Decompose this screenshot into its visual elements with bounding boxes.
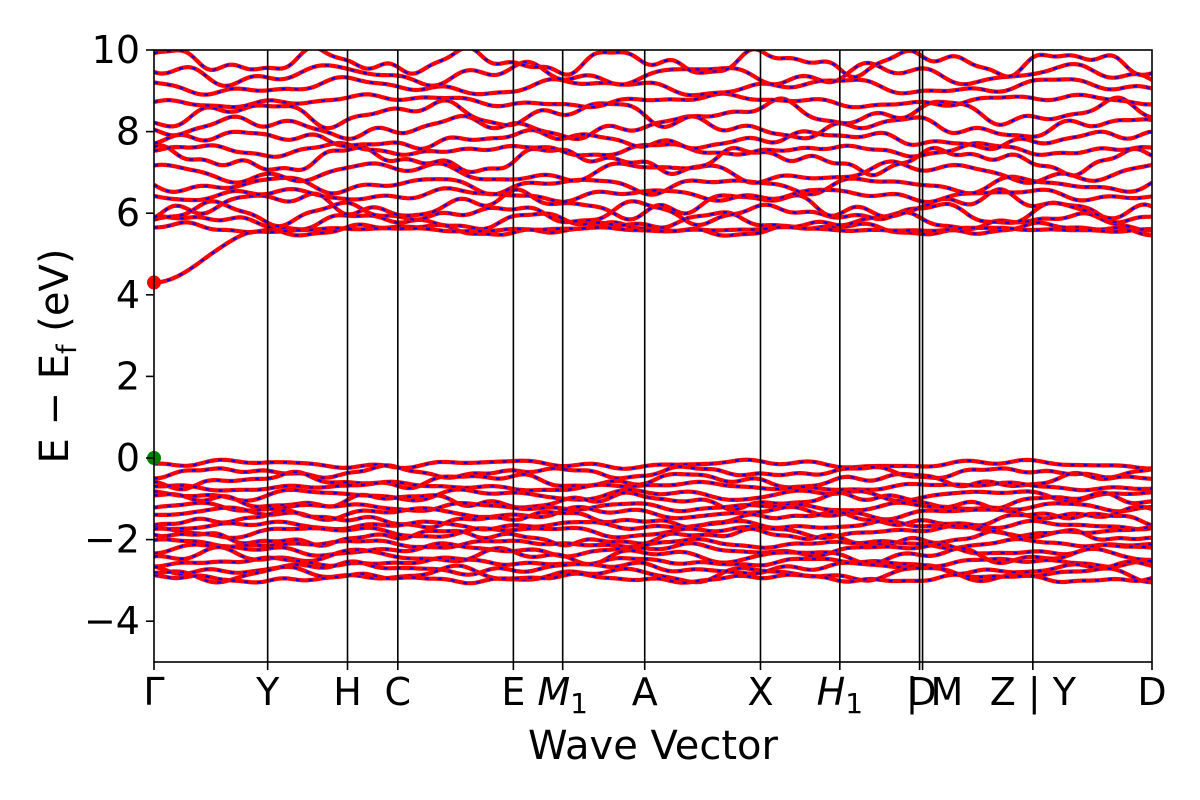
band-line-spin-up [154, 143, 1152, 178]
y-tick-label: 6 [116, 191, 140, 235]
x-tick-label-text: Y [255, 670, 280, 714]
x-tick-label: H [333, 670, 362, 714]
band-line-spin-down [154, 175, 1152, 196]
x-tick-label-text: H [817, 670, 846, 714]
x-tick-label-text: A [632, 670, 658, 714]
band-line-spin-down [154, 160, 1152, 184]
x-tick-label-text: H [333, 670, 362, 714]
x-tick-label: M1 [537, 670, 588, 720]
band-line-spin-down [154, 226, 1152, 284]
x-tick-label: Γ [143, 670, 164, 714]
x-tick-label-text: D [907, 670, 936, 714]
band-line-spin-down [154, 128, 1152, 151]
band-line-spin-down [154, 50, 1152, 79]
band-line-spin-down [154, 76, 1152, 97]
y-tick-label: 10 [92, 28, 140, 72]
band-lines [154, 50, 1152, 586]
x-tick-label: Z | Y [990, 670, 1077, 715]
band-line-spin-down [154, 470, 1152, 491]
band-line-spin-down [154, 509, 1152, 529]
x-tick-label-subscript: 1 [845, 687, 863, 720]
x-tick-label: X [747, 670, 773, 714]
x-tick-label: Y [255, 670, 280, 714]
x-tick-label: | M [906, 670, 964, 715]
x-tick-label: H1 [817, 670, 863, 720]
y-tick-label: 4 [116, 273, 140, 317]
x-tick-label: A [632, 670, 658, 714]
x-tick-label-text: Γ [143, 670, 164, 714]
x-tick-label: E [501, 670, 525, 714]
x-tick-label: D [907, 670, 936, 714]
x-tick-label: C [385, 670, 412, 714]
y-tick-label: −2 [84, 518, 140, 562]
band-line-spin-down [154, 114, 1152, 141]
x-tick-label-subscript: 1 [570, 687, 588, 720]
y-tick-label: −4 [84, 599, 140, 643]
band-line-spin-down [154, 211, 1152, 232]
y-axis-label-subscript: f [52, 343, 83, 354]
band-line-spin-up [154, 536, 1152, 551]
band-line-spin-up [154, 504, 1152, 522]
y-axis-label: E − Ef (eV) [32, 249, 83, 464]
y-axis: 10 8 6 4 2 0 −2 −4 [84, 28, 154, 643]
band-line-spin-up [154, 59, 1152, 89]
band-line-spin-down [154, 564, 1152, 584]
x-tick-label-text: D [1137, 670, 1166, 714]
band-line-spin-down [154, 480, 1152, 492]
x-tick-label-text: X [747, 670, 773, 714]
x-tick-label-text: M [537, 670, 570, 714]
band-line-spin-down [154, 560, 1152, 576]
high-symmetry-lines [266, 50, 1034, 662]
band-line-spin-down [154, 187, 1152, 204]
y-tick-label: 0 [116, 436, 140, 480]
y-axis-label-unit: (eV) [32, 249, 78, 345]
x-tick-label-text: Z | Y [990, 670, 1077, 715]
x-tick-label-text: C [385, 670, 412, 714]
band-line-spin-down [154, 488, 1152, 503]
band-line-spin-up [154, 457, 1152, 471]
band-line-spin-up [154, 91, 1152, 110]
x-tick-label-text: E [501, 670, 525, 714]
x-axis-label: Wave Vector [528, 723, 779, 769]
x-tick-label: D [1137, 670, 1166, 714]
band-line-spin-down [154, 542, 1152, 558]
band-line-spin-up [154, 571, 1152, 586]
band-line-spin-up [154, 95, 1152, 131]
y-tick-label: 2 [116, 354, 140, 398]
y-tick-label: 8 [116, 110, 140, 154]
band-line-spin-down [154, 464, 1152, 480]
plot-frame [153, 49, 1153, 663]
x-tick-label-text: | M [906, 670, 964, 715]
band-line-spin-up [154, 555, 1152, 569]
band-line-spin-up [154, 75, 1152, 98]
